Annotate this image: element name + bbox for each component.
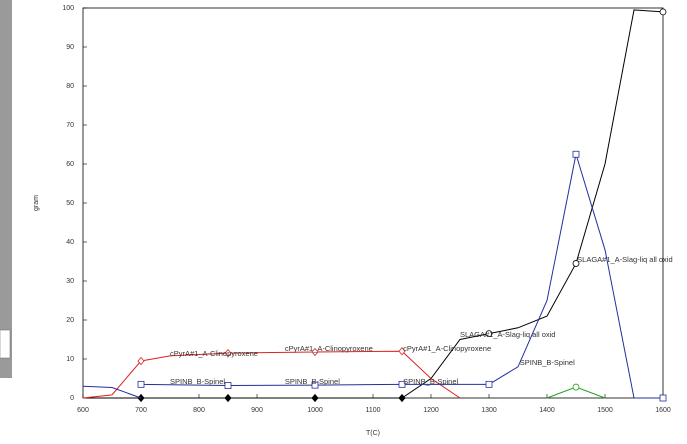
marker — [659, 394, 667, 402]
series-line — [82, 385, 142, 399]
y-tick-label: 50 — [66, 200, 74, 207]
x-tick-label: 800 — [193, 407, 205, 414]
marker — [311, 393, 319, 403]
y-tick-label: 60 — [66, 161, 74, 168]
annotation: cPyrA#1_A-Clinopyroxene — [285, 344, 373, 353]
x-tick-label: 1500 — [597, 407, 613, 414]
series-line — [82, 350, 461, 399]
marker — [659, 8, 667, 16]
x-tick-label: 1300 — [481, 407, 497, 414]
x-tick-label: 1100 — [365, 407, 380, 414]
marker — [137, 380, 145, 388]
marker — [311, 381, 319, 389]
marker — [137, 356, 145, 366]
y-tick-label: 80 — [66, 83, 74, 90]
y-tick-label: 40 — [66, 239, 74, 246]
annotation: cPyrA#1_A-Clinopyroxene — [170, 349, 258, 358]
marker — [224, 382, 232, 389]
marker — [224, 393, 232, 403]
y-tick-label: 20 — [66, 317, 74, 324]
x-tick-label: 600 — [77, 407, 89, 414]
annotation: SPINB_B-Spinel — [285, 377, 340, 386]
series-line — [83, 9, 664, 399]
y-tick-label: 90 — [66, 44, 74, 51]
series-line — [140, 154, 663, 399]
annotation: cPyrA#1_A-Clinopyroxene — [403, 344, 491, 353]
marker — [572, 260, 580, 267]
annotation: SLAGA#1_A-Slag-liq all oxid — [460, 330, 555, 339]
marker — [398, 380, 406, 388]
x-tick-label: 1600 — [655, 407, 671, 414]
side-image — [0, 0, 12, 378]
y-tick-label: 100 — [62, 5, 74, 12]
annotation: SPINB_B-Spinel — [520, 358, 575, 367]
x-tick-label: 900 — [251, 407, 263, 414]
x-axis-label: T(C) — [366, 430, 380, 437]
marker — [485, 330, 493, 338]
marker — [398, 347, 406, 356]
marker — [485, 380, 493, 388]
annotation: SLAGA#1_A-Slag-liq all oxid — [577, 255, 672, 264]
y-tick-label: 10 — [66, 356, 74, 363]
x-tick-label: 700 — [135, 407, 147, 414]
annotation: SPINB_B-Spinel — [403, 377, 458, 386]
marker — [224, 349, 232, 358]
marker — [572, 383, 580, 391]
x-tick-label: 1400 — [539, 407, 555, 414]
marker — [572, 150, 580, 158]
x-tick-label: 1000 — [307, 407, 323, 414]
marker — [398, 393, 406, 403]
y-tick-label: 0 — [70, 395, 74, 402]
side-box — [0, 329, 11, 359]
x-tick-label: 1200 — [423, 407, 439, 414]
annotation: SPINB_B-Spinel — [170, 377, 225, 386]
y-tick-label: 30 — [66, 278, 74, 285]
y-axis-label: gram — [33, 195, 40, 211]
marker — [311, 347, 319, 357]
y-tick-label: 70 — [66, 122, 74, 129]
plot-frame — [82, 7, 664, 399]
